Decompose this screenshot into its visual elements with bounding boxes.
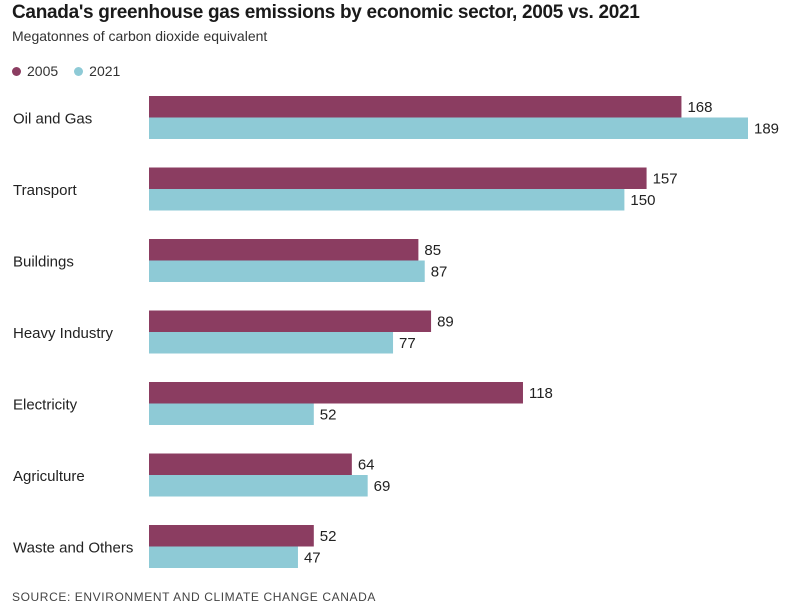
- data-label-2021-heavy-industry: 77: [399, 335, 416, 352]
- category-label-electricity: Electricity: [13, 397, 78, 414]
- data-label-2021-waste-and-others: 47: [304, 549, 321, 566]
- bar-2005-heavy-industry: [149, 310, 432, 332]
- chart-subtitle: Megatonnes of carbon dioxide equivalent: [12, 28, 268, 44]
- bar-2021-buildings: [149, 260, 425, 282]
- category-label-waste-and-others: Waste and Others: [13, 540, 133, 557]
- bar-2005-waste-and-others: [149, 525, 314, 547]
- category-label-oil-and-gas: Oil and Gas: [13, 111, 92, 128]
- data-label-2021-electricity: 52: [320, 406, 337, 423]
- data-label-2021-agriculture: 69: [374, 478, 391, 495]
- category-label-heavy-industry: Heavy Industry: [13, 325, 114, 342]
- bar-2005-transport: [149, 167, 647, 189]
- data-label-2021-transport: 150: [630, 192, 655, 209]
- legend-item-2005: 2005: [12, 63, 58, 79]
- bar-2005-oil-and-gas: [149, 96, 682, 118]
- bar-2021-oil-and-gas: [149, 117, 748, 139]
- legend-swatch-2021: [74, 66, 84, 76]
- bar-2021-heavy-industry: [149, 332, 394, 354]
- data-label-2021-buildings: 87: [431, 263, 448, 280]
- bar-2021-agriculture: [149, 475, 368, 497]
- data-label-2021-oil-and-gas: 189: [754, 120, 779, 137]
- bar-2005-buildings: [149, 239, 419, 261]
- data-label-2005-transport: 157: [653, 170, 678, 187]
- legend-label-2021: 2021: [89, 63, 121, 79]
- data-label-2005-agriculture: 64: [358, 456, 375, 473]
- category-label-transport: Transport: [13, 182, 77, 199]
- bar-2005-electricity: [149, 382, 523, 404]
- data-label-2005-oil-and-gas: 168: [687, 99, 712, 116]
- legend-item-2021: 2021: [74, 63, 120, 79]
- legend-label-2005: 2005: [27, 63, 59, 79]
- bar-2021-waste-and-others: [149, 546, 298, 568]
- legend: 2005 2021: [12, 63, 136, 79]
- data-label-2005-heavy-industry: 89: [437, 313, 454, 330]
- chart-title: Canada's greenhouse gas emissions by eco…: [12, 2, 640, 23]
- bar-2021-electricity: [149, 403, 314, 425]
- data-label-2005-electricity: 118: [529, 385, 553, 402]
- bar-2005-agriculture: [149, 453, 352, 475]
- category-label-agriculture: Agriculture: [13, 468, 85, 485]
- bar-2021-transport: [149, 189, 625, 211]
- legend-swatch-2005: [12, 66, 21, 76]
- data-label-2005-waste-and-others: 52: [320, 528, 337, 545]
- category-label-buildings: Buildings: [13, 254, 74, 271]
- source-note: SOURCE: ENVIRONMENT AND CLIMATE CHANGE C…: [12, 590, 376, 604]
- data-label-2005-buildings: 85: [424, 242, 441, 259]
